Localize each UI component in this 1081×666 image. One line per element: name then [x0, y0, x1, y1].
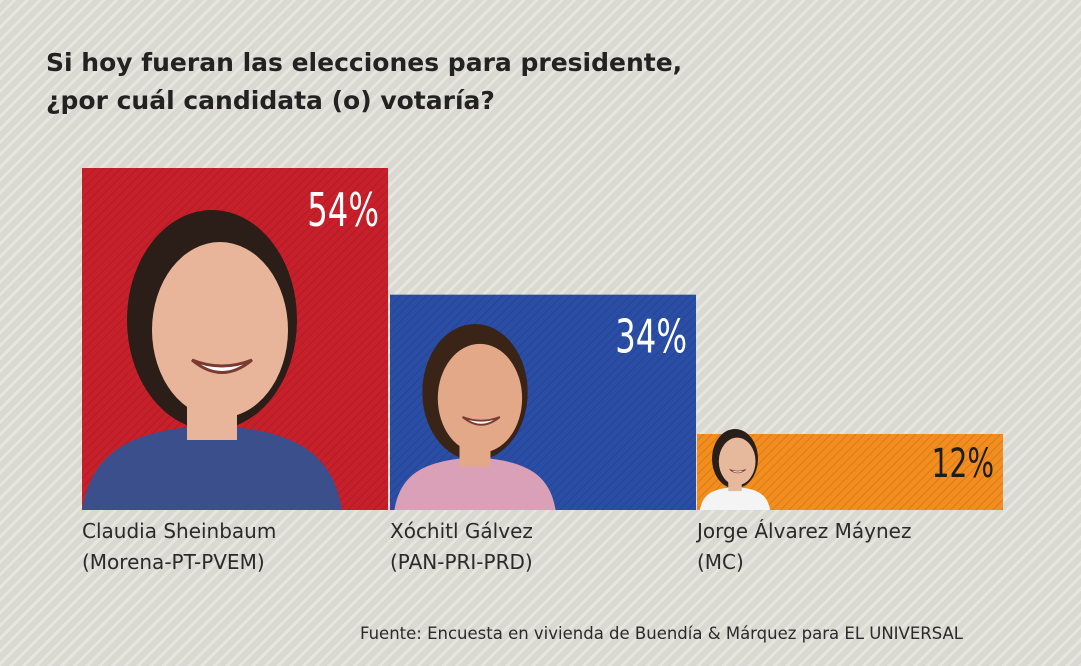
category-label-maynez: Jorge Álvarez Máynez (MC) — [697, 516, 911, 578]
candidate-portrait — [394, 324, 556, 510]
candidate-party: (PAN-PRI-PRD) — [390, 550, 533, 574]
title-line-1: Si hoy fueran las elecciones para presid… — [46, 48, 683, 77]
candidate-party: (MC) — [697, 550, 744, 574]
candidate-name: Jorge Álvarez Máynez — [697, 519, 912, 543]
bar-group: 34% — [390, 294, 696, 510]
title-line-2: ¿por cuál candidata (o) votaría? — [46, 86, 495, 115]
candidate-portrait — [82, 210, 342, 510]
bar-group: 12% — [697, 429, 1003, 510]
candidate-party: (Morena-PT-PVEM) — [82, 550, 265, 574]
bar-group: 54% — [82, 168, 388, 510]
data-label: 54% — [307, 184, 379, 238]
candidate-portrait — [699, 429, 771, 510]
category-label-galvez: Xóchitl Gálvez (PAN-PRI-PRD) — [390, 516, 533, 578]
source-note: Fuente: Encuesta en vivienda de Buendía … — [360, 624, 963, 643]
chart-title: Si hoy fueran las elecciones para presid… — [46, 44, 682, 120]
data-label: 12% — [932, 441, 994, 487]
data-label: 34% — [615, 310, 687, 364]
category-label-sheinbaum: Claudia Sheinbaum (Morena-PT-PVEM) — [82, 516, 276, 578]
candidate-name: Claudia Sheinbaum — [82, 519, 277, 543]
candidate-name: Xóchitl Gálvez — [390, 519, 533, 543]
